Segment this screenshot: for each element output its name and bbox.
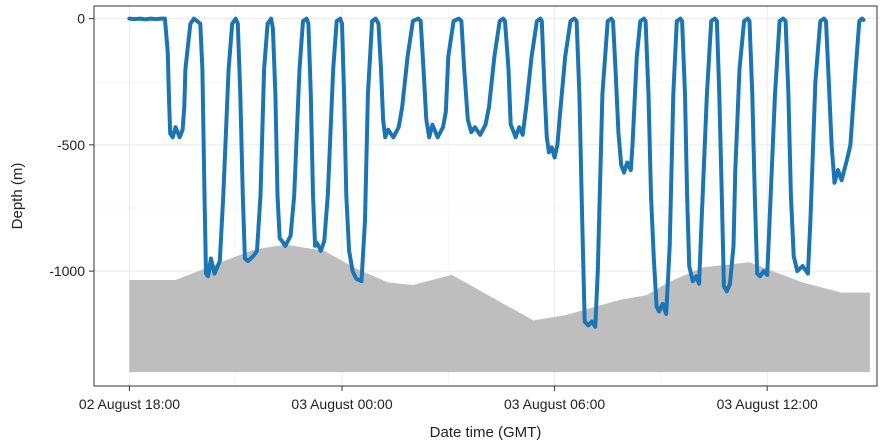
depth-series-line [127,16,866,329]
y-tick-label: -1000 [49,263,85,279]
y-axis: 0 -500 -1000 [49,11,94,279]
series-layer [127,16,866,329]
x-tick-label: 03 August 00:00 [291,396,392,412]
y-tick-label: -500 [57,137,85,153]
x-tick-label: 03 August 12:00 [717,396,818,412]
y-axis-title: Depth (m) [9,163,26,230]
x-axis-title: Date time (GMT) [430,424,542,441]
y-tick-label: 0 [77,11,85,27]
seabed-layer [129,244,870,373]
plot-panel-border [93,5,878,387]
x-axis: 02 August 18:00 03 August 00:00 03 August … [79,386,818,412]
x-tick-label: 03 August 06:00 [504,396,605,412]
seabed-area [129,244,870,373]
x-tick-label: 02 August 18:00 [79,396,180,412]
